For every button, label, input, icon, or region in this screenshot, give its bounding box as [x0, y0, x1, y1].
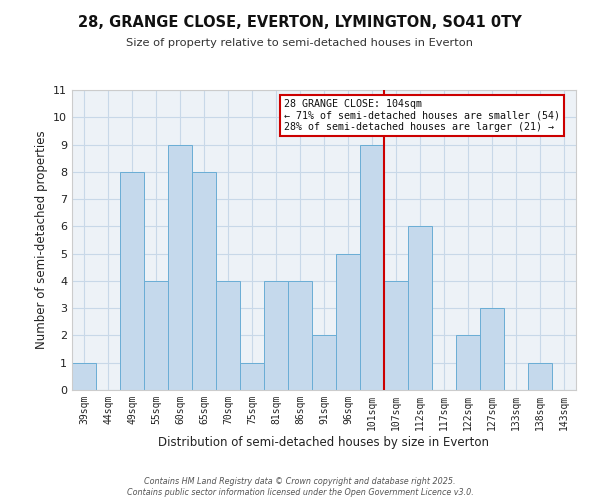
Bar [216, 281, 240, 390]
Text: Contains HM Land Registry data © Crown copyright and database right 2025.
Contai: Contains HM Land Registry data © Crown c… [127, 478, 473, 497]
Text: Size of property relative to semi-detached houses in Everton: Size of property relative to semi-detach… [127, 38, 473, 48]
Bar [384, 281, 408, 390]
Bar [144, 281, 168, 390]
Bar [240, 362, 264, 390]
Bar [480, 308, 504, 390]
X-axis label: Distribution of semi-detached houses by size in Everton: Distribution of semi-detached houses by … [158, 436, 490, 448]
Y-axis label: Number of semi-detached properties: Number of semi-detached properties [35, 130, 47, 350]
Bar [312, 336, 336, 390]
Bar [288, 281, 312, 390]
Bar [72, 362, 96, 390]
Bar [456, 336, 480, 390]
Bar [120, 172, 144, 390]
Bar [264, 281, 288, 390]
Text: 28 GRANGE CLOSE: 104sqm
← 71% of semi-detached houses are smaller (54)
28% of se: 28 GRANGE CLOSE: 104sqm ← 71% of semi-de… [284, 99, 560, 132]
Bar [336, 254, 360, 390]
Bar [528, 362, 552, 390]
Bar [408, 226, 432, 390]
Text: 28, GRANGE CLOSE, EVERTON, LYMINGTON, SO41 0TY: 28, GRANGE CLOSE, EVERTON, LYMINGTON, SO… [78, 15, 522, 30]
Bar [360, 144, 384, 390]
Bar [168, 144, 192, 390]
Bar [192, 172, 216, 390]
